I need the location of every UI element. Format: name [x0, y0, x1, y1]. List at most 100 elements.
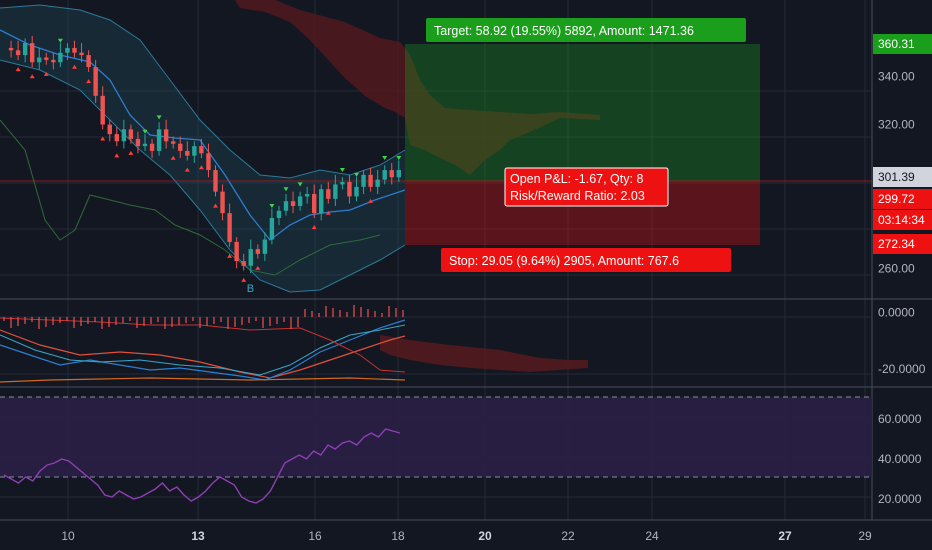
signal-triangle — [43, 71, 49, 76]
x-tick-label: 22 — [561, 529, 575, 543]
price-badge-text: 299.72 — [878, 192, 915, 206]
moving-average — [0, 29, 406, 241]
candle-body — [333, 184, 338, 199]
target-label[interactable]: Target: 58.92 (19.55%) 5892, Amount: 147… — [426, 18, 746, 42]
x-tick-label: 10 — [61, 529, 75, 543]
x-tick-label: 16 — [308, 529, 322, 543]
rsi-line — [3, 428, 401, 504]
signal-triangle — [72, 64, 77, 69]
candle-body — [22, 43, 28, 56]
candle-body — [121, 129, 127, 142]
candle-body — [382, 170, 387, 180]
price-badges: 360.31 301.39 299.72 03:14:34 272.34 — [873, 34, 932, 254]
candle-body — [283, 201, 289, 211]
candle-body — [100, 95, 105, 125]
candle-body — [163, 129, 169, 142]
signal-triangle — [142, 129, 148, 134]
candle-body — [248, 249, 253, 266]
candle-body — [86, 55, 91, 68]
y-tick-label: 40.0000 — [878, 452, 922, 466]
target-label-text: Target: 58.92 (19.55%) 5892, Amount: 147… — [434, 24, 694, 38]
lagging-span — [0, 119, 381, 276]
signal-triangle — [170, 155, 176, 160]
stop-label[interactable]: Stop: 29.05 (9.64%) 2905, Amount: 767.6 — [441, 248, 731, 272]
candle-body — [290, 201, 296, 206]
price-badge — [873, 210, 932, 230]
candle-body — [128, 129, 134, 139]
ichimoku-cloud — [235, 0, 600, 175]
signal-triangle — [339, 168, 345, 173]
candles — [8, 35, 401, 274]
candle-body — [375, 179, 380, 187]
pnl-label-text: Open P&L: -1.67, Qty: 8 — [510, 172, 643, 186]
oscillator-cloud — [380, 335, 588, 372]
signal-triangle — [241, 277, 247, 282]
candle-body — [255, 249, 260, 254]
candle-body — [347, 182, 352, 197]
y-tick-label: 260.00 — [878, 261, 915, 275]
x-tick-label: 20 — [478, 529, 492, 543]
signal-triangle — [128, 150, 134, 155]
candle-body — [156, 129, 162, 151]
signal-triangle — [283, 187, 289, 192]
candle-body — [297, 196, 303, 206]
candle-body — [8, 47, 14, 51]
candle-body — [15, 50, 21, 56]
price-badge-text: 360.31 — [878, 37, 915, 51]
candle-body — [262, 239, 268, 254]
candle-body — [368, 174, 373, 187]
stop-label-text: Stop: 29.05 (9.64%) 2905, Amount: 767.6 — [449, 254, 679, 268]
candle-body — [340, 182, 345, 185]
y-tick-label: 0.0000 — [878, 305, 915, 319]
signal-triangle — [15, 67, 21, 72]
price-badge — [873, 34, 932, 54]
oscillator-line-blue — [0, 319, 406, 381]
candle-body — [312, 194, 317, 214]
x-tick-label: 18 — [391, 529, 405, 543]
candle-body — [276, 210, 282, 218]
signal-triangle — [156, 115, 162, 120]
candle-body — [114, 134, 119, 142]
price-badge-text: 272.34 — [878, 237, 915, 251]
buy-marker: B — [247, 283, 254, 295]
signal-triangle — [325, 210, 331, 215]
candle-body — [234, 241, 239, 262]
candle-body — [354, 186, 359, 197]
candle-body — [326, 189, 331, 199]
signal-triangle — [269, 203, 275, 208]
candle-body — [220, 191, 225, 214]
signal-triangle — [198, 165, 204, 170]
candle-body — [269, 217, 275, 240]
target-zone[interactable] — [405, 44, 760, 181]
x-tick-label: 24 — [645, 529, 659, 543]
candle-body — [199, 146, 204, 154]
signal-triangle — [100, 136, 106, 141]
signal-triangle — [354, 172, 359, 177]
y-tick-label: -20.0000 — [878, 362, 926, 376]
candle-body — [37, 57, 42, 63]
bollinger-lower — [0, 59, 406, 293]
price-badge-text: 301.39 — [878, 170, 915, 184]
candle-body — [30, 43, 35, 63]
candle-body — [192, 146, 197, 156]
candle-body — [389, 170, 394, 178]
price-badge — [873, 167, 932, 187]
y-tick-label: 60.0000 — [878, 412, 922, 426]
candle-body — [93, 67, 98, 96]
signal-triangle — [184, 167, 190, 172]
candle-body — [142, 143, 148, 147]
candle-body — [44, 57, 49, 60]
candle-body — [58, 52, 63, 63]
candle-body — [51, 59, 56, 63]
candle-body — [107, 124, 112, 135]
time-axis-labels: 10 13 16 18 20 22 24 27 29 — [61, 529, 872, 543]
price-axis-labels: 260.00280.00300.00320.00340.000.0000-20.… — [878, 70, 926, 506]
price-badge-text: 03:14:34 — [878, 213, 925, 227]
candle-body — [241, 261, 246, 266]
oscillator-histogram — [3, 305, 404, 329]
pnl-label[interactable]: Open P&L: -1.67, Qty: 8 Risk/Reward Rati… — [504, 167, 669, 207]
oscillator-line-orange — [0, 377, 406, 383]
signal-triangle — [86, 79, 92, 84]
price-badge — [873, 234, 932, 254]
